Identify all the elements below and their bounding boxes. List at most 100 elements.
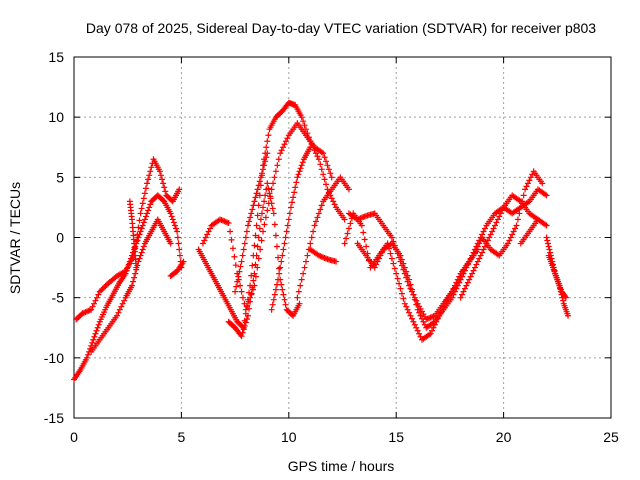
data-point	[404, 272, 411, 279]
data-point	[207, 225, 214, 232]
data-point	[266, 190, 273, 197]
data-point	[374, 258, 381, 265]
data-point	[257, 216, 264, 223]
data-point	[318, 202, 325, 209]
data-point	[280, 246, 287, 253]
data-point	[174, 234, 181, 241]
data-point	[271, 291, 278, 298]
series-track-10	[294, 174, 352, 301]
data-point	[510, 228, 517, 235]
data-point	[477, 252, 484, 259]
data-point	[274, 162, 281, 169]
data-point	[296, 300, 303, 307]
data-point	[543, 234, 550, 241]
data-point	[391, 265, 398, 272]
data-point	[358, 222, 365, 229]
data-point	[504, 240, 511, 247]
data-point	[284, 222, 291, 229]
data-point	[544, 237, 551, 244]
data-point	[232, 262, 239, 269]
data-point	[113, 312, 120, 319]
x-tick-label: 15	[388, 429, 404, 445]
data-point	[250, 202, 257, 209]
data-point	[121, 297, 128, 304]
data-point	[168, 213, 175, 220]
data-point	[140, 219, 147, 226]
data-point	[238, 288, 245, 295]
data-point	[459, 273, 466, 280]
data-point	[300, 270, 307, 277]
data-point	[466, 276, 473, 283]
data-point	[463, 264, 470, 271]
data-point	[92, 330, 99, 337]
data-point	[481, 243, 488, 250]
data-point	[293, 179, 300, 186]
data-point	[547, 249, 554, 256]
data-point	[271, 221, 278, 228]
data-point	[494, 216, 501, 223]
data-point	[238, 258, 245, 265]
data-point	[180, 258, 187, 265]
data-point	[397, 285, 404, 292]
data-point	[244, 312, 251, 319]
data-point	[315, 156, 322, 163]
data-point	[265, 132, 272, 139]
data-point	[295, 171, 302, 178]
data-point	[264, 138, 271, 145]
data-point	[513, 222, 520, 229]
data-point	[416, 309, 423, 316]
data-point	[170, 219, 177, 226]
data-point	[520, 192, 527, 199]
data-point	[256, 192, 263, 199]
data-point	[137, 252, 144, 259]
data-point	[291, 189, 298, 196]
data-point	[301, 264, 308, 271]
data-point	[299, 159, 306, 166]
data-point	[270, 296, 277, 303]
data-point	[304, 252, 311, 259]
data-point	[89, 339, 96, 346]
data-point	[280, 144, 287, 151]
data-point	[255, 255, 262, 262]
data-point	[562, 294, 569, 301]
data-point	[506, 237, 513, 244]
data-point	[480, 246, 487, 253]
data-point	[296, 168, 303, 175]
data-point	[95, 321, 102, 328]
data-point	[298, 162, 305, 169]
data-point	[277, 264, 284, 271]
data-point	[460, 288, 467, 295]
data-point	[449, 294, 456, 301]
data-point	[239, 294, 246, 301]
data-point	[275, 276, 282, 283]
data-point	[261, 162, 268, 169]
x-tick-label: 0	[70, 429, 78, 445]
data-point	[173, 225, 180, 232]
data-point	[249, 206, 256, 213]
data-point	[174, 228, 181, 235]
data-point	[252, 273, 259, 280]
data-point	[302, 258, 309, 265]
data-point	[268, 186, 275, 193]
data-point	[229, 245, 236, 252]
data-point	[317, 206, 324, 213]
data-point	[243, 228, 250, 235]
data-point	[242, 306, 249, 313]
x-tick-label: 10	[281, 429, 297, 445]
data-point	[272, 232, 279, 239]
data-point	[116, 306, 123, 313]
data-point	[176, 186, 183, 193]
data-point	[414, 327, 421, 334]
data-point	[307, 144, 314, 151]
data-point	[396, 280, 403, 287]
data-point	[139, 246, 146, 253]
data-point	[523, 183, 530, 190]
data-point	[265, 185, 272, 192]
data-point	[272, 286, 279, 293]
data-point	[145, 176, 152, 183]
data-point	[257, 246, 264, 253]
data-point	[403, 303, 410, 310]
data-point	[473, 243, 480, 250]
data-point	[400, 295, 407, 302]
